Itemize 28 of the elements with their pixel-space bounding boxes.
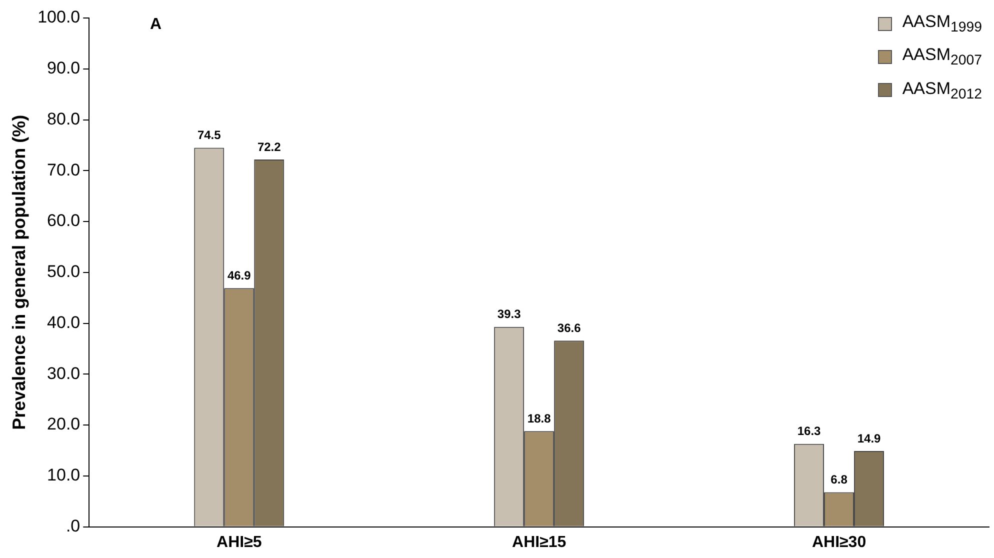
data-label: 6.8 [830,472,848,487]
data-label: 14.9 [857,431,882,446]
y-tick-label: 70.0 [47,160,80,180]
x-tick-label: AHI≥15 [512,534,566,551]
data-label: 72.2 [257,140,282,154]
y-tick-label: 40.0 [47,312,80,332]
y-tick-label: 10.0 [47,466,80,485]
y-tick-label: 30.0 [47,364,80,383]
y-axis-title: Prevalence in general population (%) [8,114,29,430]
y-tick-label: 60.0 [47,211,80,230]
x-tick-label: AHI≥5 [216,534,262,551]
y-tick-label: 100.0 [38,8,80,27]
data-label: 46.9 [227,268,252,282]
legend-label: AASM$_{2007}$ [902,45,982,69]
data-label: 16.3 [797,424,822,438]
data-label: 18.8 [527,411,552,426]
annotation: A [150,16,162,34]
y-tick-label: .0 [66,516,80,536]
legend-label: AASM$_{1999}$ [902,12,982,36]
data-label: 39.3 [497,307,522,322]
legend-label: AASM$_{2012}$ [902,78,982,102]
data-label: 36.6 [557,320,582,335]
y-tick-label: 80.0 [47,109,80,128]
y-tick-label: 50.0 [47,262,80,282]
y-tick-label: 20.0 [47,414,80,434]
y-tick-label: 90.0 [47,58,80,78]
data-label: 74.5 [197,128,222,142]
x-tick-label: AHI≥30 [812,534,866,551]
